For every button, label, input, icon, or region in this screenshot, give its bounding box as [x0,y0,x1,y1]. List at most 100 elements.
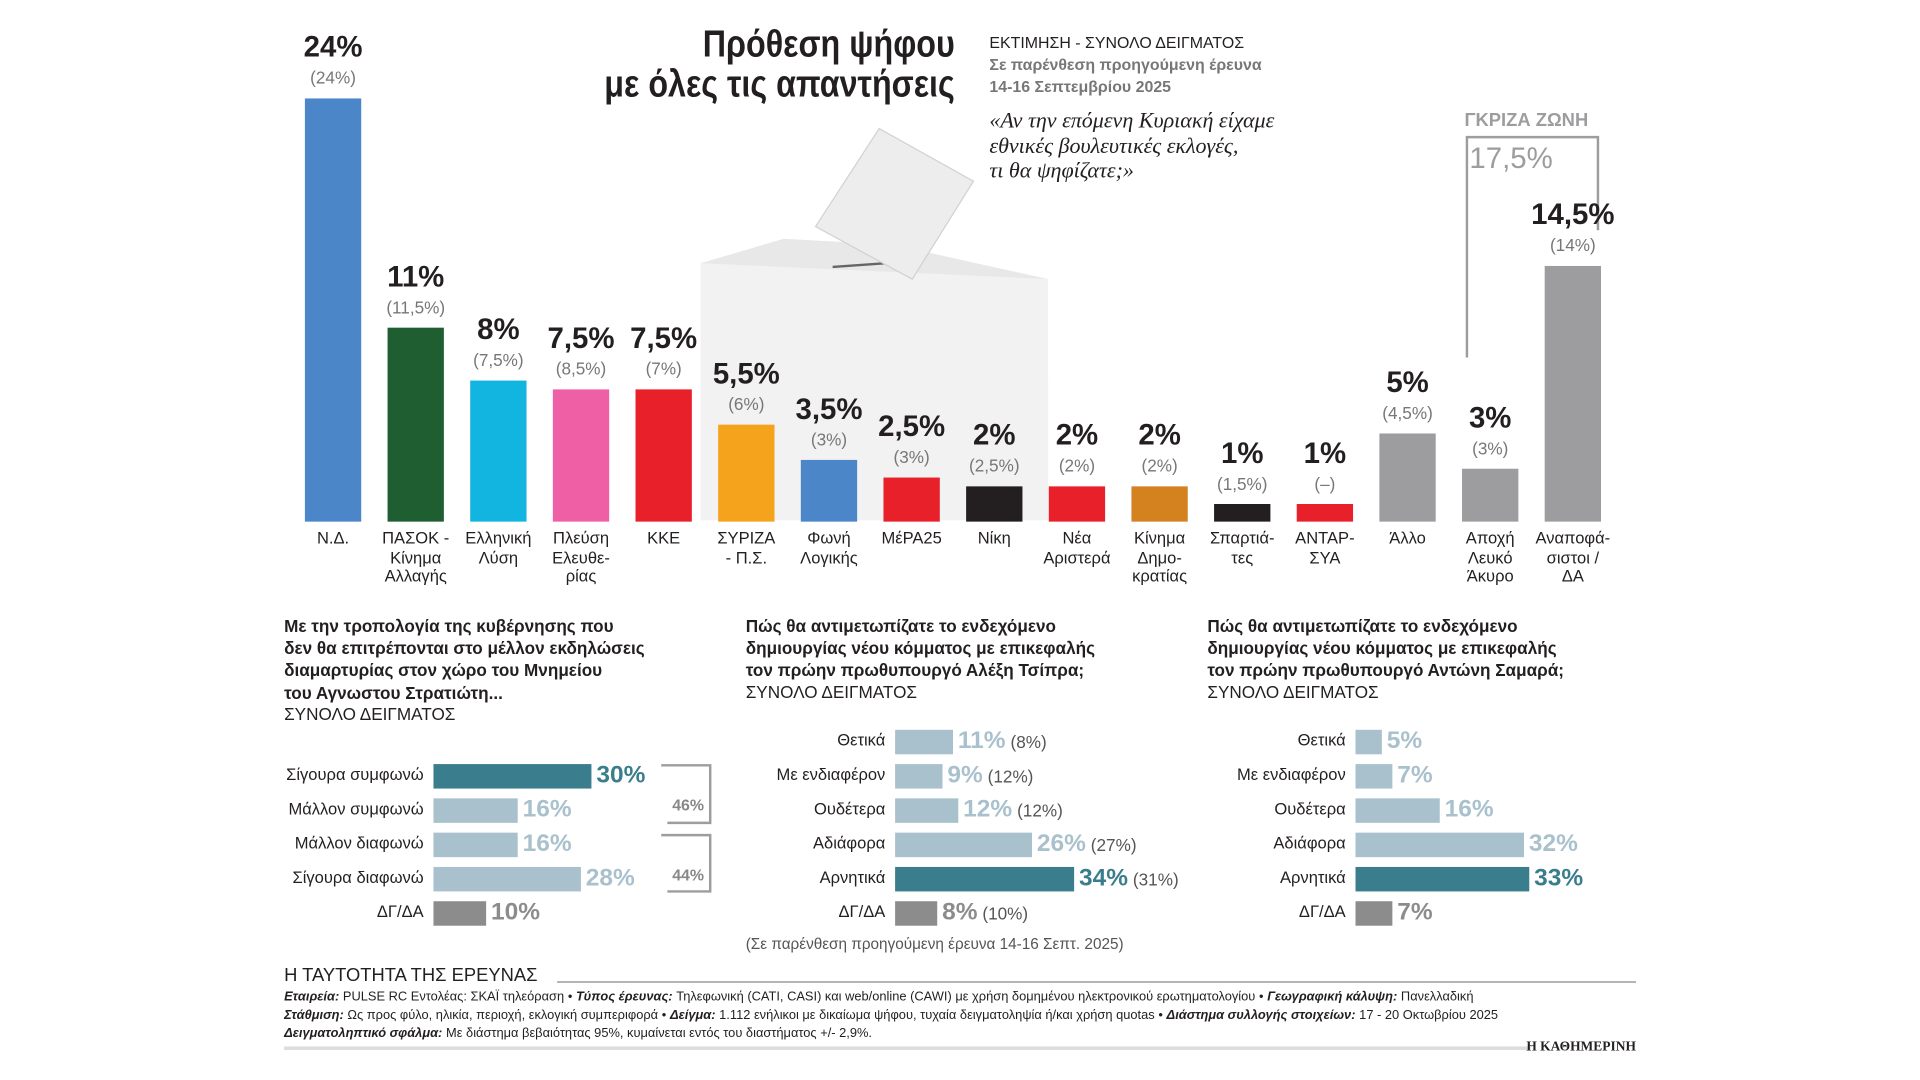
category-label: Φωνή Λογικής [800,528,858,567]
footer-line: Εταιρεία: PULSE RC Εντολέας: ΣΚΑΪ τηλεόρα… [284,989,1473,1004]
bar [1214,504,1271,522]
previous-label: (8,5%) [555,358,607,379]
value-label: 7,5% [630,322,698,356]
category-label: Θετικά [1297,731,1346,750]
value-label: 26% [1036,830,1086,858]
category-label: Ελληνική Λύση [465,528,532,567]
category-label: Κίνημα Δημο- κρατίας [1132,528,1188,586]
bar [1355,729,1382,755]
category-label: Ν.Δ. [316,528,350,548]
footer-label: Διάστημα συλλογής στοιχείων: [1166,1007,1356,1023]
value-label: 1% [1303,436,1347,470]
value-group: 10% [491,899,540,927]
value-group: 8% (10%) [942,899,1028,927]
value-label: 32% [1528,830,1578,858]
previous-label: (24%) [310,67,356,88]
chart-subtitle: ΣΥΝΟΛΟ ΔΕΙΓΜΑΤΟΣ [1207,681,1379,702]
separator: • [567,989,573,1005]
category-label: Σπαρτιά- τες [1209,528,1275,567]
category-label: Ουδέτερα [1274,799,1346,818]
previous-label: (3%) [893,446,930,467]
gray-zone-title: ΓΚΡΙΖΑ ΖΩΝΗ [1464,110,1589,132]
category-label: Σίγουρα συμφωνώ [286,765,424,784]
value-group: 26% (27%) [1037,830,1137,858]
subtitle: ΕΚΤΙΜΗΣΗ - ΣΥΝΟΛΟ ΔΕΙΓΜΑΤΟΣ [989,33,1245,52]
previous-label: (3%) [810,429,848,449]
bar [895,764,943,789]
bar [1544,265,1602,522]
category-label: Αδιάφορα [812,833,886,853]
value-label: 9% [947,761,983,789]
category-label: Νίκη [977,528,1011,548]
value-label: 16% [522,795,572,823]
bar [635,389,692,522]
title: Πρόθεση ψήφου με όλες τις απαντήσεις [604,22,956,105]
source: Η ΚΑΘΗΜΕΡΙΝΗ [1526,1039,1636,1055]
separator: • [1259,989,1264,1005]
bar [1296,504,1354,522]
value-label: 16% [522,830,572,858]
separator: • [661,1007,667,1023]
category-label: ΜέΡΑ25 [881,528,942,548]
category-label: ΚΚΕ [647,528,681,548]
category-label: ΔΓ/ΔΑ [838,902,886,921]
bar [895,798,959,823]
value-label: 11% [957,727,1006,755]
bar [1355,798,1440,823]
footer-text: Τηλεφωνική (CATI, CASI) και web/online (… [676,989,1256,1005]
bar [1379,433,1436,522]
footer-label: Τύπος έρευνας: [576,989,673,1005]
value-group: 7% [1397,762,1432,790]
ballot-box [700,127,1049,521]
footer-text: 1.112 ενήλικοι με δικαίωμα ψήφου, τυχαία… [719,1007,1155,1023]
question: «Αν την επόμενη Κυριακή είχαμε εθνικές β… [989,107,1275,183]
bar [1355,866,1530,892]
bar [1355,764,1393,789]
value-group: 9% (12%) [947,762,1033,790]
footer-text: Ως προς φύλο, ηλικία, περιοχή, εκλογική … [347,1007,659,1023]
footer-label: Εταιρεία: [284,989,340,1005]
bracket-label: 44% [672,865,705,885]
bar [304,98,362,522]
footer-label: Γεωγραφική κάλυψη: [1267,989,1398,1005]
value-group: 32% [1529,830,1578,858]
bar [883,477,940,522]
footer-label: Στάθμιση: [284,1007,344,1023]
value-group: 5% [1387,727,1422,755]
value-label: 3,5% [795,392,863,426]
chart-subtitle: ΣΥΝΟΛΟ ΔΕΙΓΜΑΤΟΣ [745,681,918,702]
value-label: 11% [387,260,445,294]
category-label: ΑΝΤΑΡ- ΣΥΑ [1295,528,1355,567]
category-label: Νέα Αριστερά [1043,528,1111,567]
previous-label: (27%) [1090,835,1137,855]
footer-line: Δειγματοληπτικό σφάλμα: Με διάστημα βεβαι… [284,1026,872,1041]
value-label: 28% [585,864,635,892]
category-label: Αρνητικά [819,868,886,887]
value-group: 12% (12%) [963,796,1063,824]
value-label: 5% [1386,727,1423,755]
category-label: Αρνητικά [1279,868,1346,887]
bar [1355,832,1524,858]
previous-label: (7,5%) [473,349,524,370]
previous-label: (2%) [1058,455,1096,476]
previous-label: (–) [1314,473,1336,493]
bar [433,832,518,858]
value-label: 10% [491,898,541,926]
gray-zone-label: 17,5% [1469,142,1553,176]
previous-label: (2,5%) [969,455,1020,476]
previous-label: (11,5%) [386,297,446,317]
previous-label: (6%) [728,394,765,414]
category-label: Σίγουρα διαφωνώ [292,868,424,887]
category-label: Μάλλον συμφωνώ [288,799,424,818]
previous-label: (3%) [1472,438,1509,458]
chart-title: Πώς θα αντιμετωπίζατε το ενδεχόμενο δημι… [745,615,1096,681]
value-group: 16% [1445,796,1494,824]
chart-subtitle: ΣΥΝΟΛΟ ΔΕΙΓΜΑΤΟΣ [284,703,456,724]
bar [1131,486,1188,522]
gray-zone-bracket [1465,135,1600,358]
value-label: 12% [963,795,1013,823]
category-label: Ουδέτερα [813,799,886,818]
footer-line: Στάθμιση: Ως προς φύλο, ηλικία, περιοχή, … [284,1008,1498,1023]
bar [1355,901,1393,926]
